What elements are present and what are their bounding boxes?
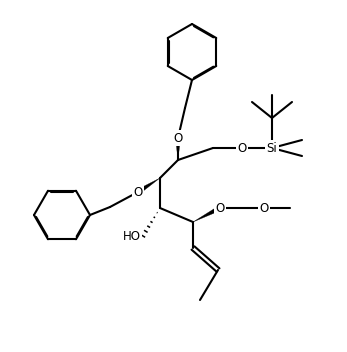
Text: O: O — [259, 201, 269, 214]
Text: O: O — [174, 132, 183, 145]
Polygon shape — [193, 206, 221, 222]
Text: O: O — [215, 201, 225, 214]
Text: O: O — [237, 142, 247, 155]
Polygon shape — [137, 178, 160, 194]
Polygon shape — [176, 138, 180, 160]
Text: HO: HO — [123, 230, 141, 243]
Text: O: O — [133, 186, 143, 199]
Text: Si: Si — [266, 142, 277, 155]
